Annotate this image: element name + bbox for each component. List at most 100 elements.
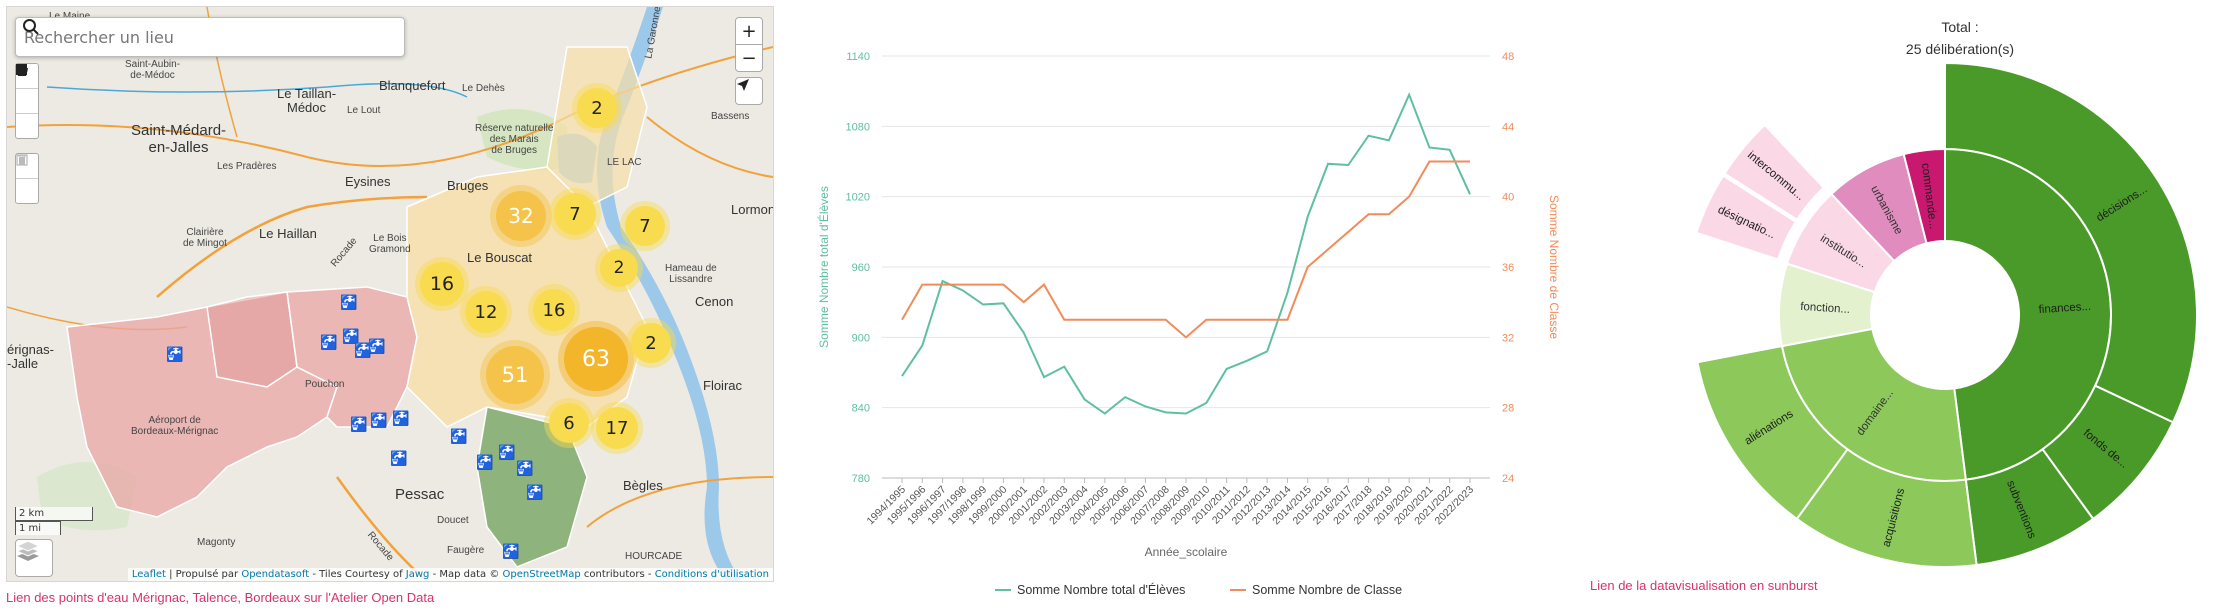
marker-cluster[interactable]: 17 [596,407,638,449]
water-point-marker[interactable]: 🚰 [320,335,338,351]
total-label: Total : [1941,19,1979,35]
segment-label: fonction... [1800,301,1851,316]
marker-cluster[interactable]: 16 [533,289,575,331]
water-point-marker[interactable]: 🚰 [392,411,410,427]
place-label: Le Lout [347,105,381,116]
water-point-marker[interactable]: 🚰 [350,417,368,433]
zoom-in-button[interactable]: + [735,17,763,45]
map-view[interactable]: Le Maine Saint-Aubin- de-Médoc Le Tailla… [6,6,774,582]
y-left-axis-title: Somme Nombre total d'Élèves [816,186,831,348]
y-left-tick-label: 1080 [846,121,870,133]
conditions-link[interactable]: Conditions d'utilisation [654,569,769,580]
water-point-marker[interactable]: 🚰 [342,329,360,345]
osm-link[interactable]: OpenStreetMap [502,569,581,580]
opendatasoft-link[interactable]: Opendatasoft [241,569,310,580]
delete-layers-button[interactable] [16,155,38,203]
marker-cluster[interactable]: 16 [420,262,464,306]
series-line [901,160,1470,339]
place-label: LE LAC [607,157,642,168]
y-right-tick-label: 28 [1502,403,1514,415]
scale-km: 2 km [15,507,93,521]
place-label: Pessac [395,486,445,503]
water-point-marker[interactable]: 🚰 [368,339,386,355]
water-point-marker[interactable]: 🚰 [476,455,494,471]
water-point-marker[interactable]: 🚰 [370,413,388,429]
place-label: Les Pradères [217,161,277,172]
water-point-marker[interactable]: 🚰 [526,485,544,501]
draw-circle-button[interactable] [16,64,38,138]
marker-cluster[interactable]: 2 [600,249,638,287]
locate-button[interactable] [735,77,763,105]
y-left-tick-label: 960 [852,262,870,274]
legend-label: Somme Nombre de Classe [1252,583,1402,597]
y-left-tick-label: 1140 [846,51,870,63]
marker-cluster[interactable]: 6 [549,403,589,443]
sunburst-panel: Total : 25 délibération(s) finances... do… [1590,0,2217,606]
marker-cluster[interactable]: 7 [625,206,665,246]
place-label: Cenon [695,294,734,309]
trash-icon [18,155,26,165]
water-point-marker[interactable]: 🚰 [516,461,534,477]
layers-button[interactable] [15,539,53,577]
marker-cluster[interactable]: 2 [631,323,671,363]
segment-label: finances... [2038,301,2091,316]
place-label: Réserve naturelle des Marais de Bruges [475,123,554,156]
sunburst-link[interactable]: Lien de la datavisualisation en sunburst [1590,578,1818,593]
place-label: Eysines [345,174,391,189]
attrib-text: | Propulsé par [165,569,242,580]
attrib-text: - Tiles Courtesy of [309,569,406,580]
sunburst-total: Total : 25 délibération(s) [1860,16,2060,60]
draw-toolbar [15,63,39,139]
locate-arrow-icon [737,79,749,91]
place-label: Pouchon [305,379,345,390]
y-left-tick-label: 840 [852,403,870,415]
place-label: Saint-Médard- en-Jalles [131,122,227,156]
place-label: Aéroport de Bordeaux-Mérignac [131,415,219,437]
leaflet-link[interactable]: Leaflet [131,569,166,580]
map-scale: 2 km 1 mi [15,507,93,535]
zoom-out-button[interactable]: − [735,44,763,72]
series-line [901,92,1471,415]
y-left-tick-label: 780 [852,473,870,485]
sunburst-chart: finances...domaine...fonction...institut… [1695,61,2198,568]
y-right-tick-label: 40 [1502,192,1514,204]
place-label: Le Bois Gramond [369,233,411,255]
search-input[interactable] [22,26,356,48]
scale-mi: 1 mi [15,521,61,535]
edit-toolbar [15,153,39,204]
circle-icon [16,64,28,76]
place-label: érignas- -Jalle [7,342,54,372]
y-right-tick-label: 24 [1502,473,1514,485]
attrib-text: contributors - [580,569,655,580]
marker-cluster[interactable]: 51 [486,346,544,404]
marker-cluster[interactable]: 2 [577,88,617,128]
place-label: Le Dehès [462,83,505,94]
jawg-link[interactable]: Jawg [405,569,430,580]
marker-cluster[interactable]: 32 [496,191,546,241]
place-label: Faugère [447,545,485,556]
marker-cluster[interactable]: 12 [465,291,507,333]
water-point-marker[interactable]: 🚰 [498,445,516,461]
location-search[interactable] [15,17,405,57]
water-point-marker[interactable]: 🚰 [390,451,408,467]
y-right-tick-label: 36 [1502,262,1514,274]
water-point-marker[interactable]: 🚰 [340,295,358,311]
water-point-marker[interactable]: 🚰 [450,429,468,445]
total-count: 25 délibération(s) [1905,41,2015,57]
x-axis-title: Année_scolaire [1145,545,1228,559]
place-label: Hameau de Lissandre [665,263,717,285]
marker-cluster[interactable]: 63 [564,327,628,391]
map-attribution: Leaflet | Propulsé par Opendatasoft - Ti… [127,568,773,581]
attrib-text: - Map data © [429,569,503,580]
place-label: Blanquefort [379,78,446,93]
place-label: Lormont [731,202,774,217]
water-point-marker[interactable]: 🚰 [354,343,372,359]
y-right-tick-label: 48 [1502,51,1514,63]
water-point-marker[interactable]: 🚰 [502,544,520,560]
marker-cluster[interactable]: 7 [554,193,596,235]
water-point-marker[interactable]: 🚰 [166,347,184,363]
place-label: Magonty [197,537,236,548]
y-right-tick-label: 44 [1502,121,1514,133]
draw-rectangle-button[interactable] [16,64,38,114]
map-data-link[interactable]: Lien des points d'eau Mérignac, Talence,… [6,590,435,605]
